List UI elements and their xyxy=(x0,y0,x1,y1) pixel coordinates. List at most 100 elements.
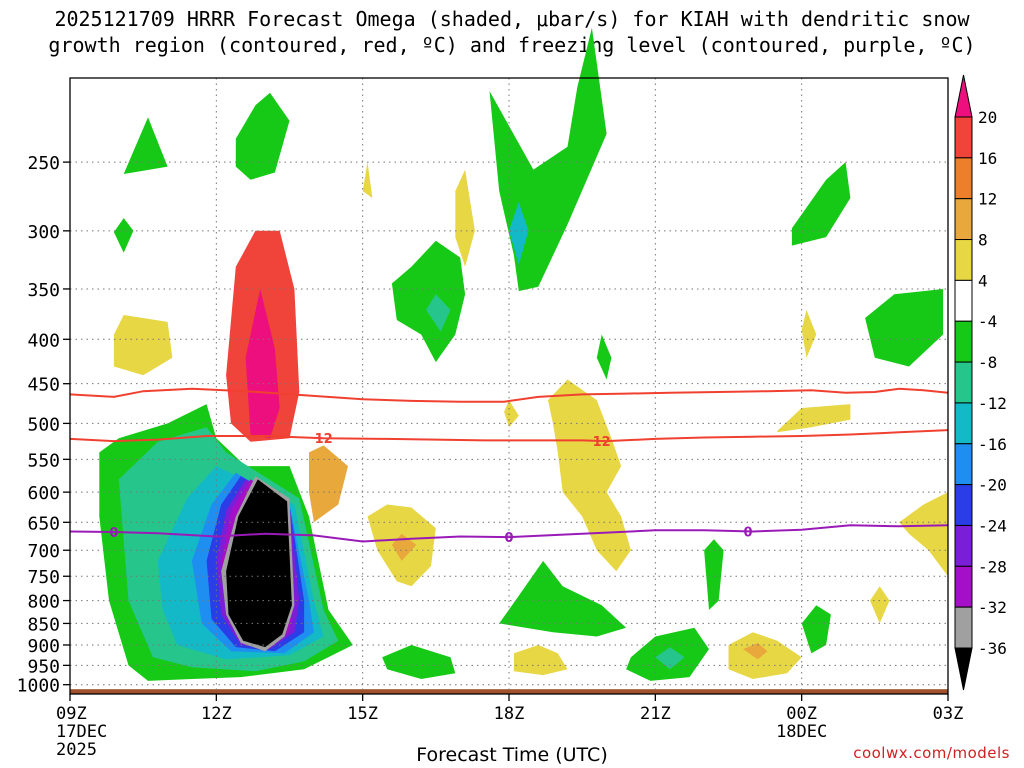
colorbar-bin xyxy=(954,198,973,241)
y-tick-label: 950 xyxy=(27,656,60,677)
colorbar-bin xyxy=(954,402,973,445)
shaded-region-orange-bottom-right xyxy=(743,642,768,660)
x-tick-label: 15Z xyxy=(347,704,378,724)
x-tick-label: 00Z xyxy=(786,704,817,724)
y-tick-label: 700 xyxy=(27,541,60,562)
contour-label-freezing-level: 0 xyxy=(504,531,513,546)
shaded-region-yellow-small-4 xyxy=(870,586,890,624)
shaded-region-yellow-small-1 xyxy=(362,162,373,198)
y-tick-label: 800 xyxy=(27,592,60,613)
shaded-region-yellow-bottom-right xyxy=(728,632,802,679)
contour-dgz-lower xyxy=(69,429,949,443)
shaded-region-green-lower-center xyxy=(499,560,627,637)
site-credit[interactable]: coolwx.com/models xyxy=(853,744,1010,762)
shaded-region-yellow-small-3 xyxy=(504,400,519,428)
shaded-region-yellow-right-edge xyxy=(899,492,948,577)
shaded-region-yellow-right-high xyxy=(801,309,817,358)
y-tick-label: 400 xyxy=(27,330,60,351)
colorbar-bin xyxy=(954,279,973,322)
y-tick-label: 550 xyxy=(27,450,60,471)
colorbar-label: -20 xyxy=(978,476,1007,495)
shaded-region-cyan-lower-right xyxy=(655,647,685,670)
colorbar-bin xyxy=(954,524,973,567)
x-tick-label: 03Z xyxy=(933,704,964,724)
shaded-region-mid-cyan-left xyxy=(426,294,451,332)
contour-freezing-level xyxy=(69,524,949,543)
omega-shading-layer xyxy=(99,27,948,681)
contour-label-dgz-lower: 12 xyxy=(315,432,333,447)
colorbar-label: -36 xyxy=(978,639,1007,658)
y-tick-label: 1000 xyxy=(17,676,60,697)
shaded-region-right-green-mid xyxy=(865,289,944,367)
colorbar-bin xyxy=(954,157,973,200)
colorbar-label: -32 xyxy=(978,598,1007,617)
colorbar-bin xyxy=(954,565,973,608)
shaded-region-upper-green-blob-3 xyxy=(235,92,290,180)
y-tick-label: 850 xyxy=(27,614,60,635)
shaded-region-green-lower-small xyxy=(704,539,724,610)
shaded-region-upper-green-blob-2 xyxy=(113,218,134,253)
shaded-region-yellow-right-shelf xyxy=(777,404,851,433)
x-tick-label: 12Z xyxy=(201,704,232,724)
colorbar-bin xyxy=(954,74,973,118)
shaded-region-ascent-core xyxy=(245,289,280,439)
contour-label-freezing-level: 0 xyxy=(109,526,118,541)
colorbar-label: 4 xyxy=(978,271,988,290)
shaded-region-yellow-small-2 xyxy=(455,169,475,267)
colorbar-label: -24 xyxy=(978,516,1007,535)
colorbar-bin xyxy=(954,239,973,281)
shaded-region-right-green-high xyxy=(791,162,851,246)
y-tick-label: 450 xyxy=(27,375,60,396)
y-tick-label: 900 xyxy=(27,636,60,657)
y-axis: 2503003504004505005506006507007508008509… xyxy=(17,153,70,697)
y-tick-label: 650 xyxy=(27,513,60,534)
x-tick-label: 18Z xyxy=(494,704,525,724)
y-tick-label: 300 xyxy=(27,222,60,243)
colorbar-bin xyxy=(954,116,973,159)
shaded-region-mid-green-left xyxy=(391,240,466,363)
colorbar-label: 12 xyxy=(978,190,997,209)
colorbar-label: -28 xyxy=(978,557,1007,576)
y-tick-label: 350 xyxy=(27,280,60,301)
shaded-region-mid-green-small xyxy=(596,334,612,380)
colorbar-label: -8 xyxy=(978,353,997,372)
chart-title: 2025121709 HRRR Forecast Omega (shaded, … xyxy=(0,6,1024,58)
y-tick-label: 600 xyxy=(27,483,60,504)
colorbar-bin xyxy=(954,484,973,526)
shaded-region-green-lower-far-right xyxy=(801,605,831,654)
colorbar-label: 16 xyxy=(978,149,997,168)
colorbar-bin xyxy=(954,606,973,649)
y-tick-label: 750 xyxy=(27,567,60,588)
x-tick-label: 17DEC xyxy=(56,722,107,742)
shaded-region-upper-green-blob-1 xyxy=(123,117,168,174)
colorbar-label: 20 xyxy=(978,108,997,127)
colorbar-bin xyxy=(954,320,973,363)
title-line-2: growth region (contoured, red, ºC) and f… xyxy=(48,33,976,57)
x-axis-label: Forecast Time (UTC) xyxy=(416,744,608,766)
colorbar-label: -12 xyxy=(978,394,1007,413)
y-tick-label: 500 xyxy=(27,414,60,435)
shaded-region-jet-cyan-core xyxy=(509,202,529,265)
shaded-region-yellow-bottom-mid xyxy=(513,645,568,676)
x-tick-label: 2025 xyxy=(56,740,97,760)
x-tick-label: 18DEC xyxy=(776,722,827,742)
colorbar-bin xyxy=(954,647,973,691)
shaded-region-yellow-center-band xyxy=(548,379,631,572)
colorbar-bin xyxy=(954,443,973,486)
shaded-region-orange-lower-column xyxy=(309,445,348,523)
ground-strip xyxy=(70,689,948,694)
shaded-region-yellow-upper-left xyxy=(113,315,173,376)
x-tick-label: 21Z xyxy=(640,704,671,724)
contour-dgz-upper xyxy=(69,387,949,403)
colorbar-label: -4 xyxy=(978,312,997,331)
colorbar-bin xyxy=(954,361,973,404)
colorbar-label: 8 xyxy=(978,231,988,250)
shaded-region-green-bottom-mid xyxy=(382,645,456,679)
x-tick-label: 09Z xyxy=(56,704,87,724)
colorbar-label: -16 xyxy=(978,435,1007,454)
title-line-1: 2025121709 HRRR Forecast Omega (shaded, … xyxy=(54,7,970,31)
shaded-region-jet-green-tower xyxy=(489,27,607,292)
y-tick-label: 250 xyxy=(27,153,60,174)
